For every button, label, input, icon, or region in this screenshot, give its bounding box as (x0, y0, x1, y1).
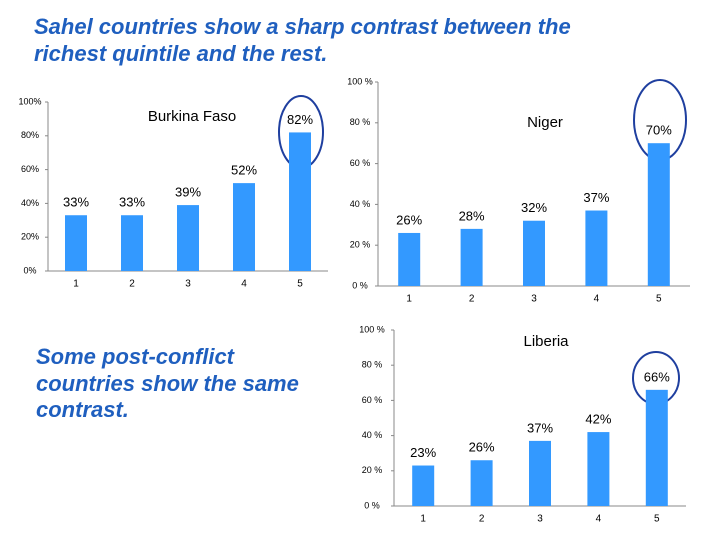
x-tick-label: 3 (185, 279, 191, 290)
note: contrast. (36, 397, 129, 422)
bar (647, 143, 670, 286)
data-label: 42% (585, 412, 611, 427)
x-tick-label: 3 (537, 514, 543, 525)
y-tick-label: 100 % (347, 76, 373, 86)
y-tick-label: 100% (18, 96, 41, 106)
note: Some post-conflict (36, 344, 236, 369)
x-tick-label: 1 (420, 514, 426, 525)
data-label: 39% (175, 185, 201, 200)
x-tick-label: 4 (596, 514, 602, 525)
x-tick-label: 1 (406, 294, 412, 305)
note: countries show the same (36, 371, 299, 396)
data-label: 33% (63, 195, 89, 210)
x-tick-label: 2 (469, 294, 475, 305)
y-tick-label: 0 % (352, 280, 368, 290)
data-label: 66% (644, 369, 670, 384)
chart-title: Niger (527, 114, 563, 131)
x-tick-label: 5 (654, 514, 660, 525)
bar (398, 232, 421, 286)
x-tick-label: 5 (297, 279, 303, 290)
y-tick-label: 60% (21, 164, 39, 174)
chart-title: Burkina Faso (148, 108, 236, 125)
y-tick-label: 60 % (362, 395, 383, 405)
x-tick-label: 1 (73, 279, 79, 290)
bar (289, 132, 311, 271)
y-tick-label: 100 % (359, 324, 385, 334)
x-tick-label: 5 (656, 294, 662, 305)
y-tick-label: 20 % (362, 465, 383, 475)
y-tick-label: 80% (21, 130, 39, 140)
data-label: 32% (521, 200, 547, 215)
data-label: 37% (583, 190, 609, 205)
bar (460, 228, 483, 286)
chart-title: Liberia (523, 333, 569, 350)
y-tick-label: 80 % (362, 360, 383, 370)
data-label: 70% (646, 123, 672, 138)
x-tick-label: 3 (531, 294, 537, 305)
bar (233, 183, 255, 271)
slide-title: Sahel countries show a sharp contrast be… (34, 14, 571, 39)
bar (177, 205, 199, 271)
bar (470, 460, 493, 506)
data-label: 26% (469, 440, 495, 455)
data-label: 82% (287, 112, 313, 127)
bar (121, 215, 143, 271)
data-label: 52% (231, 163, 257, 178)
bar (523, 220, 545, 286)
bar (529, 440, 551, 506)
data-label: 26% (396, 212, 422, 227)
y-tick-label: 0 % (364, 500, 380, 510)
x-tick-label: 4 (241, 279, 247, 290)
bar (585, 210, 608, 286)
data-label: 37% (527, 420, 553, 435)
y-tick-label: 60 % (350, 158, 371, 168)
bar (65, 215, 87, 271)
y-tick-label: 0% (23, 265, 36, 275)
y-tick-label: 20 % (350, 240, 371, 250)
y-tick-label: 40 % (362, 430, 383, 440)
bar (412, 465, 435, 506)
x-tick-label: 4 (594, 294, 600, 305)
slide-title: richest quintile and the rest. (34, 41, 327, 66)
y-tick-label: 40 % (350, 199, 371, 209)
data-label: 28% (459, 208, 485, 223)
data-label: 23% (410, 445, 436, 460)
bar (645, 389, 668, 506)
data-label: 33% (119, 195, 145, 210)
y-tick-label: 80 % (350, 117, 371, 127)
bar (587, 432, 610, 506)
y-tick-label: 40% (21, 198, 39, 208)
y-tick-label: 20% (21, 232, 39, 242)
x-tick-label: 2 (479, 514, 485, 525)
x-tick-label: 2 (129, 279, 135, 290)
